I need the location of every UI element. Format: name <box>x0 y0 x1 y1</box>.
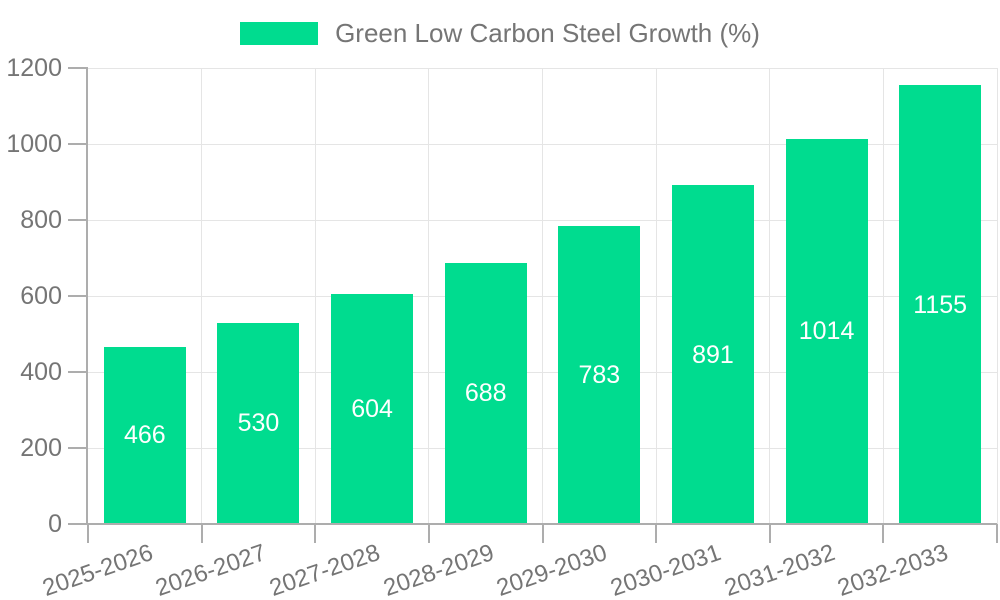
gridline-vertical <box>428 68 430 524</box>
y-tick <box>68 143 88 145</box>
y-tick <box>68 219 88 221</box>
bar-2031-2032[interactable] <box>785 138 868 524</box>
gridline-vertical <box>996 68 998 524</box>
y-axis-label: 600 <box>20 282 62 310</box>
bar-2032-2033[interactable] <box>899 85 982 524</box>
x-tick <box>882 524 885 543</box>
legend-label: Green Low Carbon Steel Growth (%) <box>335 17 760 48</box>
x-tick <box>541 524 544 543</box>
gridline-vertical <box>769 68 771 524</box>
gridline-vertical <box>655 68 657 524</box>
bar-value-label: 688 <box>464 379 507 408</box>
bar-2026-2027[interactable] <box>217 322 300 524</box>
x-tick <box>655 524 658 543</box>
gridline-vertical <box>201 68 203 524</box>
y-axis-label: 1200 <box>6 54 62 82</box>
y-axis-label: 200 <box>20 434 62 462</box>
bar-2028-2029[interactable] <box>444 262 527 524</box>
x-tick <box>996 524 998 543</box>
bar-value-label: 1014 <box>798 317 855 346</box>
y-axis-line <box>86 68 88 524</box>
x-tick <box>200 524 203 543</box>
x-axis-line <box>88 523 997 525</box>
y-tick <box>68 371 88 373</box>
x-tick <box>314 524 317 543</box>
y-axis-label: 0 <box>48 510 62 538</box>
x-tick <box>87 524 89 543</box>
bar-2025-2026[interactable] <box>103 346 186 524</box>
y-tick <box>68 295 88 297</box>
y-axis-label: 1000 <box>6 130 62 158</box>
bar-value-label: 530 <box>237 409 280 438</box>
legend-swatch <box>240 21 319 45</box>
bar-2030-2031[interactable] <box>671 185 754 524</box>
gridline-vertical <box>882 68 884 524</box>
bar-value-label: 466 <box>123 421 166 450</box>
x-tick <box>768 524 771 543</box>
y-axis-label: 400 <box>20 358 62 386</box>
y-tick <box>68 523 88 525</box>
bar-value-label: 891 <box>692 340 734 369</box>
bar-value-label: 604 <box>351 395 393 424</box>
bar-value-label: 1155 <box>913 290 968 319</box>
gridline-vertical <box>314 68 316 524</box>
bar-2029-2030[interactable] <box>558 226 641 524</box>
bar-2027-2028[interactable] <box>331 294 414 524</box>
legend-item[interactable]: Green Low Carbon Steel Growth (%) <box>0 14 1000 52</box>
gridline-vertical <box>542 68 543 524</box>
y-tick <box>68 67 88 69</box>
bar-value-label: 783 <box>578 361 621 390</box>
y-axis-label: 800 <box>20 206 62 234</box>
x-tick <box>427 524 430 543</box>
y-tick <box>68 447 88 449</box>
